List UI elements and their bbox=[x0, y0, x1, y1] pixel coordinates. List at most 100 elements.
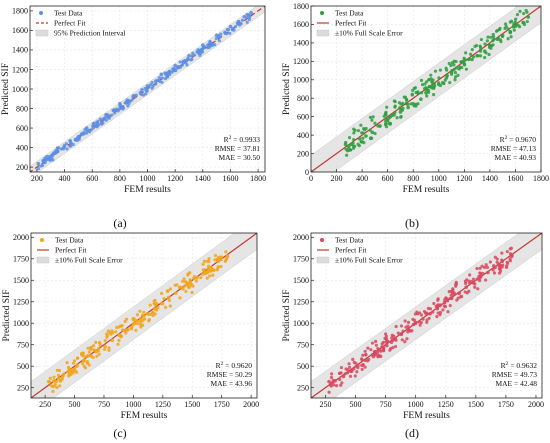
data-point bbox=[331, 383, 336, 387]
data-point bbox=[110, 329, 114, 333]
data-point bbox=[116, 109, 120, 113]
data-point bbox=[364, 134, 368, 138]
plot-content bbox=[311, 233, 542, 398]
data-point bbox=[340, 381, 344, 385]
data-point bbox=[352, 138, 356, 142]
legend-label-test-data: Test Data bbox=[335, 9, 364, 18]
data-point bbox=[418, 323, 422, 327]
data-point bbox=[328, 383, 332, 387]
data-point bbox=[232, 28, 236, 32]
data-point bbox=[476, 287, 480, 291]
data-point bbox=[228, 31, 232, 35]
data-point bbox=[217, 39, 221, 43]
y-tick-label: 500 bbox=[17, 362, 29, 371]
x-tick-label: 1500 bbox=[184, 400, 200, 409]
data-point bbox=[443, 78, 447, 82]
data-point bbox=[36, 161, 41, 166]
data-point bbox=[205, 259, 209, 263]
data-point bbox=[219, 258, 223, 262]
data-point bbox=[224, 32, 229, 36]
data-point bbox=[393, 336, 398, 340]
data-point bbox=[473, 44, 477, 49]
data-point bbox=[178, 60, 182, 64]
y-tick-label: 1800 bbox=[12, 7, 28, 16]
data-point bbox=[419, 97, 423, 101]
data-point bbox=[36, 166, 40, 171]
data-point bbox=[68, 368, 73, 372]
y-tick-label: 1500 bbox=[293, 276, 309, 285]
x-tick-label: 400 bbox=[59, 174, 71, 183]
data-point bbox=[107, 348, 111, 352]
data-point bbox=[180, 63, 185, 67]
data-point bbox=[119, 324, 123, 328]
data-point bbox=[371, 115, 375, 119]
data-point bbox=[98, 343, 102, 347]
data-point bbox=[163, 305, 168, 309]
data-point bbox=[208, 269, 212, 273]
legend-marker-points bbox=[320, 11, 324, 15]
data-point bbox=[207, 257, 211, 261]
data-point bbox=[506, 37, 510, 41]
legend-label-test-data: Test Data bbox=[54, 9, 83, 18]
data-point bbox=[361, 136, 365, 140]
data-point bbox=[450, 68, 454, 73]
data-point bbox=[50, 153, 54, 157]
x-tick-label: 800 bbox=[407, 174, 419, 183]
data-point bbox=[437, 81, 441, 85]
data-point bbox=[151, 311, 155, 315]
data-point bbox=[156, 305, 160, 310]
data-point bbox=[359, 123, 363, 127]
y-tick-label: 1200 bbox=[12, 65, 28, 74]
stat-r2-superscript: 2 bbox=[505, 135, 508, 141]
data-point bbox=[354, 361, 358, 365]
legend-marker-points bbox=[40, 238, 44, 242]
data-point bbox=[206, 266, 210, 271]
data-point bbox=[163, 71, 167, 75]
data-point bbox=[436, 297, 440, 301]
data-point bbox=[95, 354, 99, 358]
data-point bbox=[57, 368, 62, 373]
data-point bbox=[177, 285, 182, 289]
y-tick-label: 800 bbox=[16, 104, 28, 113]
data-point bbox=[384, 113, 388, 117]
data-point bbox=[504, 265, 509, 269]
data-point bbox=[497, 27, 502, 32]
data-point bbox=[167, 298, 171, 302]
data-point bbox=[216, 265, 220, 269]
data-point bbox=[329, 375, 334, 380]
data-point bbox=[91, 124, 95, 128]
data-point bbox=[447, 289, 451, 294]
x-tick-label: 800 bbox=[114, 174, 126, 183]
data-point bbox=[505, 250, 509, 254]
data-point bbox=[130, 98, 134, 102]
data-point bbox=[353, 128, 357, 132]
stat-mae: MAE = 30.50 bbox=[218, 153, 260, 162]
data-point bbox=[135, 313, 139, 317]
y-axis-title: Predicted SIF bbox=[282, 290, 292, 342]
data-point bbox=[213, 258, 217, 262]
data-point bbox=[428, 311, 432, 316]
data-point bbox=[370, 130, 375, 135]
data-point bbox=[429, 73, 433, 77]
data-point bbox=[55, 385, 59, 389]
data-point bbox=[83, 366, 88, 370]
data-point bbox=[201, 262, 205, 266]
data-point bbox=[430, 79, 434, 84]
data-point bbox=[112, 108, 116, 112]
data-point bbox=[447, 61, 451, 66]
data-point bbox=[364, 352, 368, 357]
x-tick-label: 750 bbox=[98, 400, 110, 409]
data-point bbox=[215, 268, 219, 272]
panel-label: (d) bbox=[405, 426, 419, 440]
data-point bbox=[125, 99, 129, 103]
data-point bbox=[173, 291, 178, 295]
data-point bbox=[56, 146, 61, 150]
data-point bbox=[219, 255, 224, 259]
data-point bbox=[443, 305, 448, 309]
data-point bbox=[453, 78, 457, 82]
data-point bbox=[114, 330, 118, 334]
data-point bbox=[192, 275, 196, 279]
data-point bbox=[131, 95, 135, 99]
data-point bbox=[352, 145, 356, 149]
